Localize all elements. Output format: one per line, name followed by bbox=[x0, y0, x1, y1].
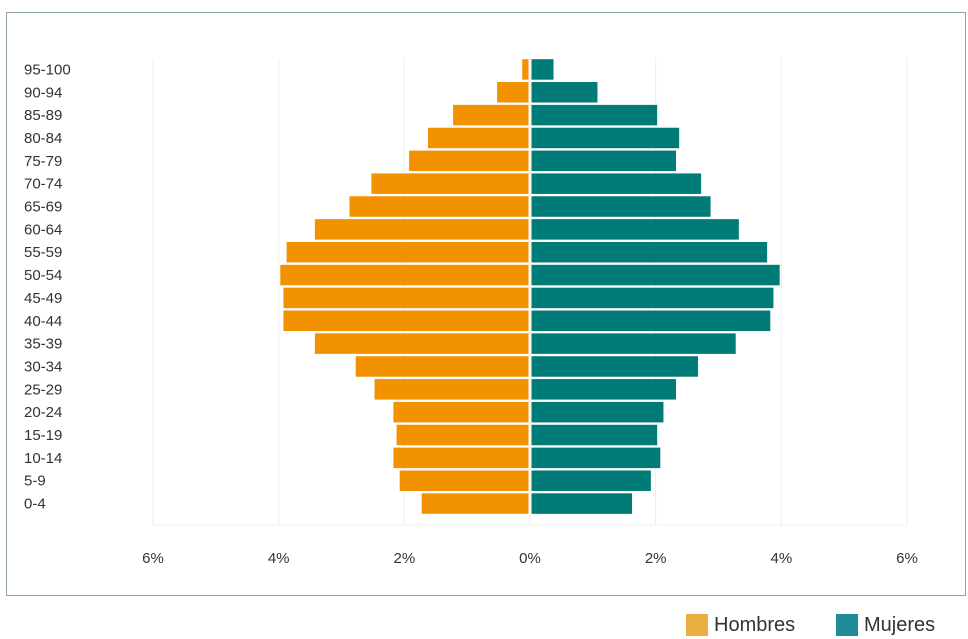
bar-mujeres-95-100 bbox=[531, 59, 554, 80]
bar-mujeres-80-84 bbox=[531, 127, 680, 149]
y-tick-label: 60-64 bbox=[24, 221, 62, 238]
bar-mujeres-60-64 bbox=[531, 219, 739, 240]
bar-mujeres-10-14 bbox=[531, 447, 661, 469]
bar-hombres-10-14 bbox=[393, 447, 529, 469]
population-pyramid-chart: 95-100 90-94 85-89 80-84 75-79 70-74 65-69 60-6… bbox=[24, 58, 918, 567]
x-tick-label: 4% bbox=[770, 550, 792, 567]
x-tick-label: 0% bbox=[519, 550, 541, 567]
bar-hombres-40-44 bbox=[283, 310, 529, 332]
bar-hombres-30-34 bbox=[355, 356, 529, 377]
y-tick-label: 35-39 bbox=[24, 336, 62, 353]
bar-mujeres-0-4 bbox=[531, 493, 633, 514]
bar-mujeres-30-34 bbox=[531, 356, 699, 377]
x-tick-label: 6% bbox=[896, 550, 918, 567]
y-tick-label: 65-69 bbox=[24, 199, 62, 216]
bar-mujeres-85-89 bbox=[531, 104, 658, 126]
y-tick-label: 30-34 bbox=[24, 358, 62, 375]
x-tick-label: 4% bbox=[268, 550, 290, 567]
y-tick-label: 20-24 bbox=[24, 404, 62, 421]
y-tick-label: 50-54 bbox=[24, 267, 62, 284]
y-tick-label: 25-29 bbox=[24, 381, 62, 398]
bar-hombres-20-24 bbox=[393, 401, 529, 423]
bar-mujeres-90-94 bbox=[531, 82, 598, 103]
bar-hombres-5-9 bbox=[399, 470, 529, 491]
legend-hombres: Hombres bbox=[686, 612, 795, 638]
bar-mujeres-55-59 bbox=[531, 241, 768, 263]
bar-hombres-95-100 bbox=[522, 59, 529, 80]
bar-hombres-25-29 bbox=[374, 379, 529, 400]
bar-mujeres-70-74 bbox=[531, 173, 702, 194]
bar-mujeres-20-24 bbox=[531, 401, 664, 423]
bar-hombres-0-4 bbox=[421, 493, 529, 514]
y-tick-label: 5-9 bbox=[24, 473, 46, 490]
bar-hombres-55-59 bbox=[286, 241, 529, 263]
bar-mujeres-65-69 bbox=[531, 196, 711, 217]
legend-mujeres: Mujeres bbox=[836, 612, 935, 638]
bar-hombres-45-49 bbox=[283, 287, 529, 309]
legend-swatch-mujeres bbox=[836, 614, 858, 636]
x-tick-label: 2% bbox=[645, 550, 667, 567]
y-tick-label: 70-74 bbox=[24, 176, 62, 193]
bar-hombres-60-64 bbox=[314, 219, 529, 240]
bar-hombres-75-79 bbox=[409, 150, 529, 172]
bar-mujeres-15-19 bbox=[531, 424, 658, 446]
y-tick-label: 45-49 bbox=[24, 290, 62, 307]
bar-hombres-65-69 bbox=[349, 196, 529, 217]
bar-mujeres-25-29 bbox=[531, 379, 677, 400]
bar-mujeres-35-39 bbox=[531, 333, 736, 354]
x-tick-label: 2% bbox=[393, 550, 415, 567]
bar-mujeres-50-54 bbox=[531, 264, 780, 286]
bar-mujeres-5-9 bbox=[531, 470, 651, 491]
bar-hombres-35-39 bbox=[314, 333, 529, 354]
bar-hombres-15-19 bbox=[396, 424, 529, 446]
bar-hombres-90-94 bbox=[497, 82, 529, 103]
x-tick-label: 6% bbox=[142, 550, 164, 567]
y-tick-label: 95-100 bbox=[24, 61, 71, 78]
legend-label-hombres: Hombres bbox=[714, 613, 796, 636]
y-tick-label: 90-94 bbox=[24, 84, 62, 101]
y-tick-label: 0-4 bbox=[24, 496, 46, 513]
bar-mujeres-45-49 bbox=[531, 287, 774, 309]
bar-mujeres-75-79 bbox=[531, 150, 677, 172]
y-tick-label: 80-84 bbox=[24, 130, 62, 147]
legend-label-mujeres: Mujeres bbox=[864, 613, 936, 636]
y-tick-label: 40-44 bbox=[24, 313, 62, 330]
legend-swatch-hombres bbox=[686, 614, 708, 636]
bar-hombres-50-54 bbox=[280, 264, 529, 286]
bar-mujeres-40-44 bbox=[531, 310, 771, 332]
bar-hombres-80-84 bbox=[427, 127, 529, 149]
y-tick-label: 15-19 bbox=[24, 427, 62, 444]
bar-hombres-85-89 bbox=[453, 104, 529, 126]
y-tick-label: 55-59 bbox=[24, 244, 62, 261]
y-tick-label: 85-89 bbox=[24, 107, 62, 124]
y-tick-label: 75-79 bbox=[24, 153, 62, 170]
bar-hombres-70-74 bbox=[371, 173, 529, 194]
y-tick-label: 10-14 bbox=[24, 450, 62, 467]
